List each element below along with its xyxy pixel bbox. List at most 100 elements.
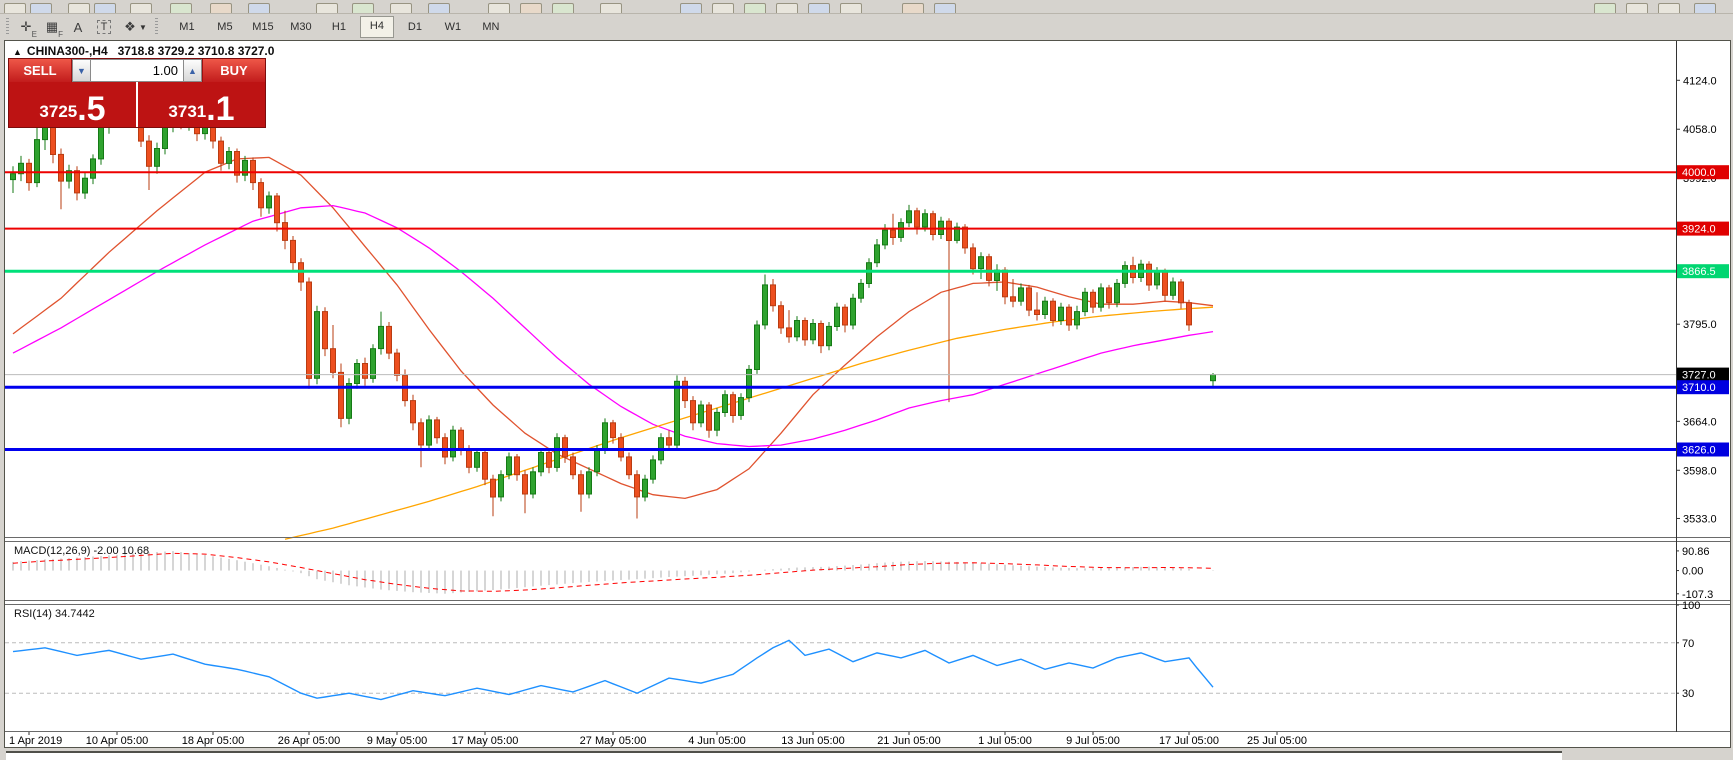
candle-bear [274,195,280,224]
toolbar-icon-clipped[interactable] [210,3,232,13]
volume-input[interactable]: 1.00 [91,59,183,82]
toolbar-grip[interactable] [154,18,158,36]
buy-button[interactable]: BUY [202,59,265,82]
candle-bull [346,383,352,419]
candle-bear [802,320,808,341]
candle-bull [1122,265,1128,284]
toolbar-icon-clipped[interactable] [552,3,574,13]
date-tick-label: 9 Jul 05:00 [1066,735,1120,747]
volume-increase-button[interactable]: ▲ [183,59,202,82]
candle-bull [538,452,544,473]
toolbar-icon-clipped[interactable] [1658,3,1680,13]
toolbar-icon-clipped[interactable] [30,3,52,13]
toolbar-icon-clipped[interactable] [840,3,862,13]
candle-bull [650,459,656,480]
candle-bear [514,456,520,476]
candle-bull [90,158,96,179]
candle-bull [354,363,360,384]
grid-icon[interactable]: ▦ F [39,16,65,39]
date-tick-label: 17 May 05:00 [452,735,519,747]
timeframe-button-m1[interactable]: M1 [179,21,195,33]
price-axis[interactable] [1676,41,1730,732]
sell-price[interactable]: 3725.5 [9,82,138,127]
sell-button[interactable]: SELL [9,59,72,82]
terminal-splitter[interactable] [6,751,1562,760]
toolbar-grip[interactable] [6,18,9,36]
candle-bull [954,226,960,241]
chart-ohlc-values: 3718.8 3729.2 3710.8 3727.0 [117,44,275,58]
timeframe-button-m30[interactable]: M30 [290,21,312,33]
candle-bear [562,437,568,458]
toolbar-icon-clipped[interactable] [1694,3,1716,13]
rsi-indicator-label: RSI(14) 34.7442 [14,608,95,620]
price-badge-label: 3626.0 [1682,445,1716,457]
chart-canvas[interactable] [5,41,1730,747]
toolbar-icon-clipped[interactable] [428,3,450,13]
macd-name: MACD(12,26,9) [14,545,91,557]
toolbar-icon-clipped[interactable] [130,3,152,13]
candle-bull [674,380,680,446]
toolbar-icon-clipped[interactable] [170,3,192,13]
toolbar-icon-clipped[interactable] [248,3,270,13]
text-label-icon[interactable]: T [91,16,117,38]
timeframe-button-h4[interactable]: H4 [359,16,394,38]
toolbar-icon-clipped[interactable] [1626,3,1648,13]
candle-bear [1186,302,1192,326]
rsi-line [12,639,1214,701]
toolbar-icon-clipped[interactable] [94,3,116,13]
volume-decrease-button[interactable]: ▼ [72,59,91,82]
toolbar-row-tools: ✛ E ▦ F A T ❖ ▼ M1 M5 M15 M30 H1 H4 D1 W1 MN [0,14,1733,40]
candle-bear [386,325,392,354]
candle-bear [786,327,792,338]
timeframe-button-m15[interactable]: M15 [252,21,274,33]
toolbar-icon-clipped[interactable] [488,3,510,13]
toolbar-icon-clipped[interactable] [902,3,924,13]
timeframe-button-d1[interactable]: D1 [407,21,422,33]
toolbar-icon-clipped[interactable] [316,3,338,13]
candle-bear [890,229,896,239]
price-badge-label: 3866.5 [1682,266,1716,278]
price-tick-label: 4058.0 [1683,124,1717,136]
toolbar-icon-clipped[interactable] [712,3,734,13]
candle-bear [914,210,920,228]
toolbar-icon-clipped[interactable] [1594,3,1616,13]
collapse-panel-icon[interactable]: ▲ [13,47,22,57]
price-badge-3626.0 [1677,442,1729,457]
timeframe-button-m5[interactable]: M5 [217,21,233,33]
toolbar-icon-clipped[interactable] [390,3,412,13]
date-tick-label: 25 Jul 05:00 [1247,735,1307,747]
arrows-icon[interactable]: ❖ [117,16,143,38]
toolbar-icon-clipped[interactable] [808,3,830,13]
candle-bull [226,151,232,164]
candle-bear [1090,291,1096,308]
date-axis[interactable] [5,732,1730,746]
date-tick-label: 18 Apr 05:00 [182,735,244,747]
rsi-name: RSI(14) [14,608,52,620]
candle-bear [690,400,696,424]
draw-tools-icon[interactable]: ✛ E [13,16,39,39]
toolbar-icon-clipped[interactable] [520,3,542,13]
timeframe-button-h1[interactable]: H1 [331,21,346,33]
toolbar-icon-clipped[interactable] [600,3,622,13]
date-tick-label: 13 Jun 05:00 [781,735,845,747]
toolbar-icon-clipped[interactable] [352,3,374,13]
candle-bear [50,125,56,156]
timeframe-button-w1[interactable]: W1 [444,21,462,33]
date-tick-label: 10 Apr 05:00 [86,735,148,747]
toolbar-icon-clipped[interactable] [776,3,798,13]
candle-bear [546,452,552,468]
toolbar-icon-clipped[interactable] [744,3,766,13]
toolbar-icon-clipped[interactable] [934,3,956,13]
buy-price[interactable]: 3731.1 [138,82,265,127]
toolbar-icon-clipped[interactable] [68,3,90,13]
chevron-down-icon[interactable]: ▼ [139,22,147,32]
toolbar-icon-clipped[interactable] [4,3,26,13]
candle-bear [522,474,528,495]
timeframe-button-mn[interactable]: MN [482,21,500,33]
macd-axis-label: 0.00 [1682,566,1703,578]
text-icon[interactable]: A [65,16,91,38]
toolbar-icon-clipped[interactable] [680,3,702,13]
price-badge-label: 3710.0 [1682,382,1716,394]
candle-bear [338,371,344,419]
